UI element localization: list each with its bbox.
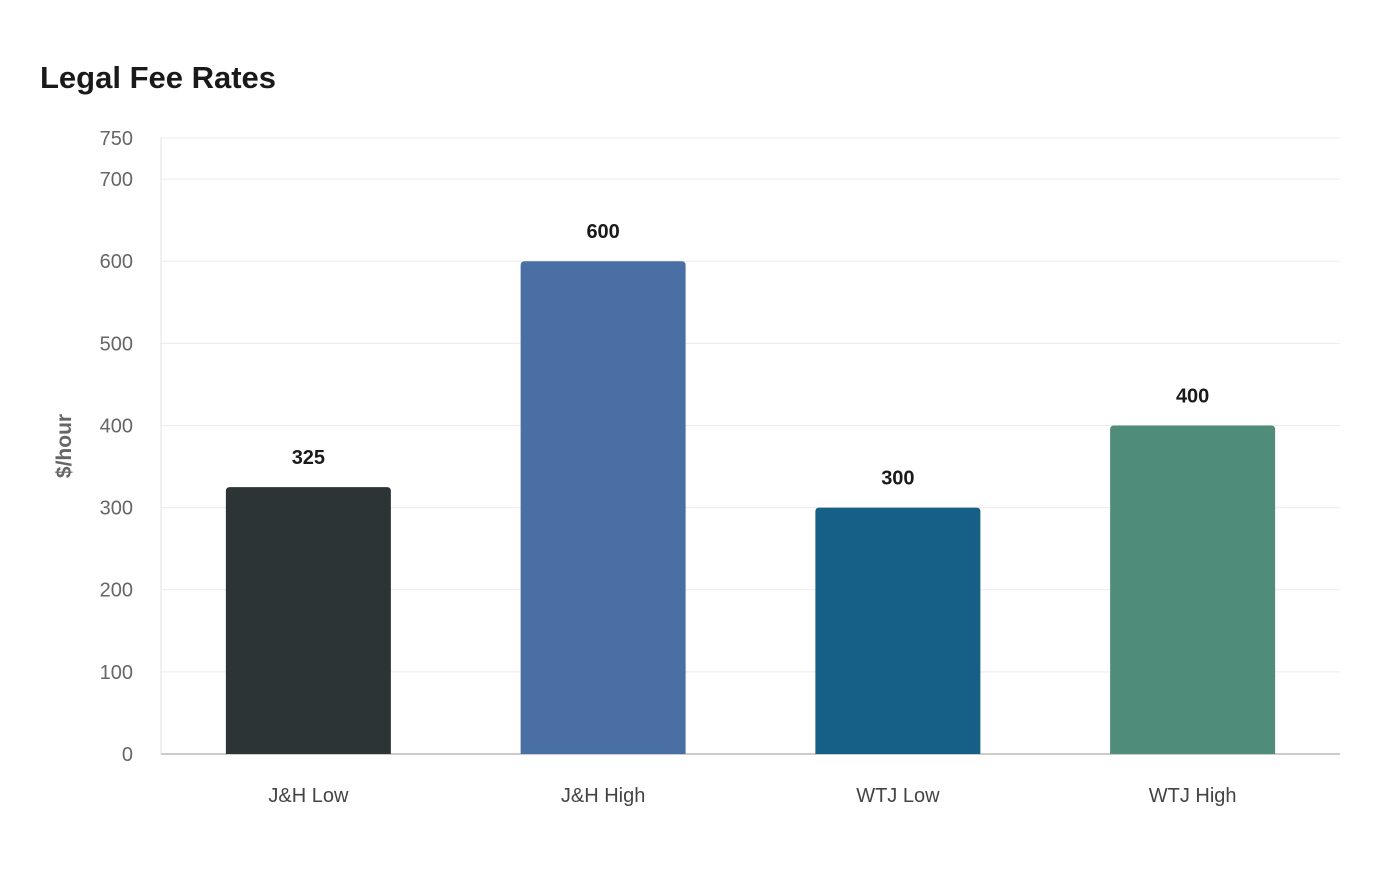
y-tick-labels: 0 100 200 300 400 500 600 700 750 xyxy=(100,128,133,766)
bar xyxy=(1110,425,1276,754)
y-axis-title: $/hour xyxy=(53,414,76,478)
x-tick-label: WTJ High xyxy=(1149,785,1237,807)
y-tick-label: 300 xyxy=(100,498,133,520)
x-tick-label: J&H Low xyxy=(268,785,349,807)
y-tick-label: 500 xyxy=(100,333,133,355)
y-tick-label: 600 xyxy=(100,251,133,273)
chart-title: Legal Fee Rates xyxy=(40,60,277,95)
y-tick-label: 750 xyxy=(100,128,133,150)
y-tick-label: 0 xyxy=(122,744,133,766)
bar xyxy=(225,487,391,754)
data-label: 325 xyxy=(292,447,325,469)
x-tick-label: WTJ Low xyxy=(856,785,940,807)
y-tick-label: 100 xyxy=(100,662,133,684)
bars xyxy=(225,261,1276,754)
data-label: 300 xyxy=(881,468,914,490)
bar xyxy=(815,507,981,754)
data-label: 600 xyxy=(586,221,619,243)
data-label: 400 xyxy=(1176,385,1209,407)
y-tick-label: 700 xyxy=(100,169,133,191)
x-tick-labels: J&H Low J&H High WTJ Low WTJ High xyxy=(268,785,1236,807)
data-labels: 325 600 300 400 xyxy=(292,221,1210,489)
y-tick-label: 400 xyxy=(100,415,133,437)
y-tick-label: 200 xyxy=(100,580,133,602)
bar xyxy=(520,261,686,754)
x-tick-label: J&H High xyxy=(561,785,645,807)
